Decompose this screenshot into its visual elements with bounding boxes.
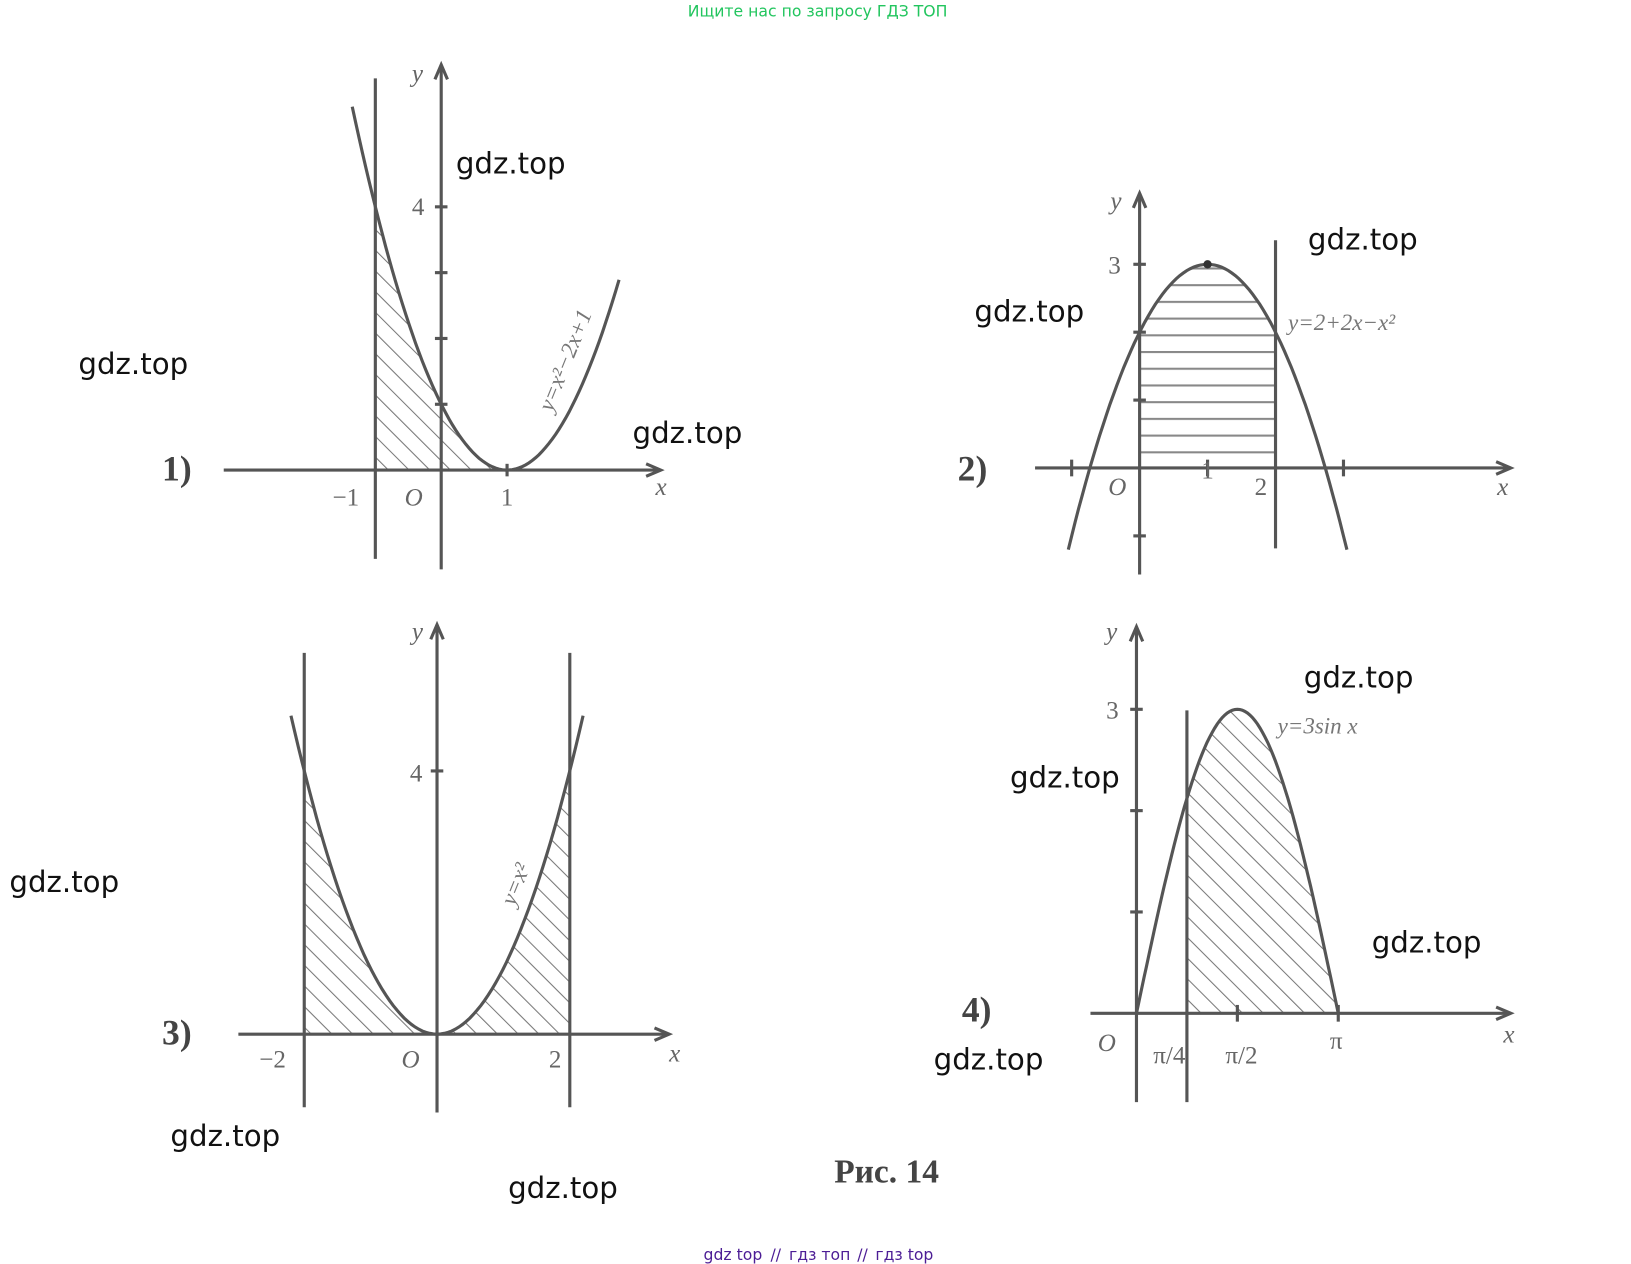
arrow	[653, 1026, 674, 1042]
footer-link[interactable]: gdz top	[704, 1245, 763, 1264]
footer-separator: //	[857, 1245, 868, 1264]
tick-label: π	[1330, 1028, 1343, 1055]
tick-label: 3	[1108, 253, 1121, 280]
watermark: gdz.top	[1010, 761, 1120, 795]
tick-label: 1	[501, 485, 514, 512]
axis-label: x	[1502, 1022, 1514, 1049]
watermark: gdz.top	[170, 1119, 280, 1153]
footer-link[interactable]: гдз топ	[789, 1245, 850, 1264]
arrow	[429, 620, 445, 640]
plots	[223, 60, 1515, 1113]
tick-label: −2	[259, 1047, 286, 1074]
arrow	[1495, 1005, 1515, 1021]
header-notice: Ищите нас по запросу ГДЗ ТОП	[688, 2, 948, 21]
watermark: gdz.top	[974, 295, 1084, 329]
watermark: gdz.top	[1304, 660, 1414, 694]
watermark: gdz.top	[508, 1171, 618, 1205]
watermark: gdz.top	[633, 416, 743, 450]
axis-label: x	[1496, 474, 1508, 501]
figure-label: 3)	[162, 1013, 192, 1053]
formula: y=3sin x	[1276, 713, 1359, 738]
axis-label: x	[668, 1040, 680, 1067]
tick-label: −1	[332, 485, 359, 512]
tick-label: O	[405, 485, 423, 512]
shaded-region	[375, 206, 508, 471]
arrow	[1128, 622, 1145, 643]
point	[1203, 260, 1212, 269]
axis-label: x	[655, 474, 667, 501]
arrow	[645, 462, 665, 478]
footer-separator: //	[770, 1245, 781, 1264]
curve	[289, 715, 585, 1036]
shaded-region	[1186, 709, 1339, 1014]
watermark: gdz.top	[78, 347, 188, 381]
arrow	[1495, 460, 1515, 476]
tick-label: π/2	[1225, 1042, 1257, 1069]
curve	[1134, 707, 1340, 1014]
curve	[350, 106, 621, 472]
watermark: gdz.top	[934, 1043, 1044, 1077]
formula: y=x²−2x+1	[533, 306, 597, 416]
tick-label: 3	[1106, 698, 1119, 725]
arrow	[1131, 189, 1148, 209]
axis-label: y	[1107, 188, 1122, 215]
tick-label: 2	[1255, 474, 1268, 501]
tick-label: 1	[1201, 457, 1214, 484]
caption: Рис. 14	[834, 1154, 939, 1191]
figure-label: 4)	[962, 990, 992, 1030]
axis-label: y	[1103, 618, 1118, 645]
tick-label: 4	[412, 194, 425, 221]
tick-label: O	[401, 1047, 419, 1074]
footer-link[interactable]: гдз top	[875, 1245, 933, 1264]
tick-label: O	[1098, 1030, 1116, 1057]
shaded-region	[1139, 264, 1276, 468]
watermark: gdz.top	[1308, 223, 1418, 257]
formula: y=2+2x−x²	[1286, 310, 1396, 335]
axis-label: y	[409, 618, 424, 645]
tick-label: π/4	[1153, 1042, 1186, 1069]
figure-label: 1)	[162, 449, 192, 489]
axis-label: y	[409, 60, 424, 87]
tick-label: 4	[410, 760, 423, 787]
watermark: gdz.top	[9, 865, 119, 899]
tick-label: O	[1108, 474, 1126, 501]
footer: gdz top // гдз топ // гдз top	[704, 1245, 934, 1264]
shaded-region	[304, 770, 570, 1035]
arrow	[433, 60, 449, 81]
watermark: gdz.top	[1372, 926, 1482, 960]
watermark: gdz.top	[456, 146, 566, 180]
tick-label: 2	[549, 1047, 562, 1074]
figure-label: 2)	[958, 449, 988, 489]
